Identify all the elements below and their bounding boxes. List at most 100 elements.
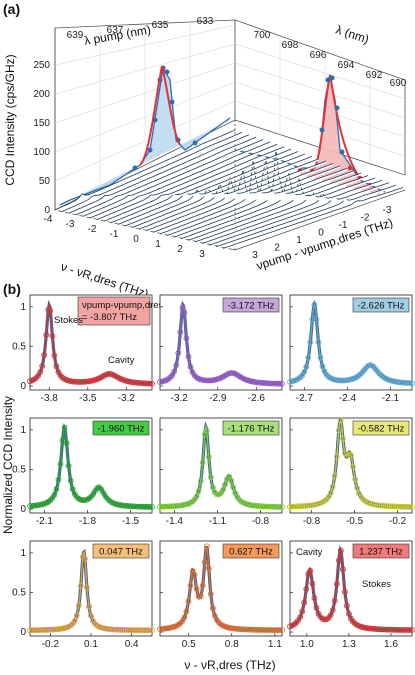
label-box-text: 1.237 THz: [359, 547, 403, 558]
pump-projection-fit: [139, 65, 181, 166]
waterfall-fill: [83, 139, 263, 219]
z-tick: 150: [33, 118, 50, 129]
data-point: [71, 617, 78, 624]
data-point: [181, 614, 188, 621]
pump-wavelength-tick: 639: [67, 30, 84, 41]
waterfall-fill: [223, 187, 403, 251]
waterfall-line: [89, 141, 271, 219]
fit-curve: [30, 550, 152, 631]
waterfall-line: [117, 151, 299, 225]
cavity-annotation: Cavity: [108, 355, 135, 366]
data-point: [69, 620, 76, 627]
label-box-line1: νpump-νpump,dres: [82, 300, 164, 311]
y-tick-label: 0.5: [12, 341, 26, 352]
x-tick-label: -0.5: [346, 516, 364, 527]
waterfall-fill: [216, 185, 396, 249]
subplot: -2.7 -2.4 -2.1 -2.626 THz: [287, 294, 415, 404]
label-box-text: 0.627 THz: [229, 547, 273, 558]
panel-a-tag: (a): [3, 1, 20, 17]
subplot: 0 0.5 1 -2.1 -1.8 -1.5 -1.960 THz: [12, 417, 155, 527]
waterfall-line: [201, 179, 383, 244]
x-tick-label: -2.9: [209, 393, 227, 404]
x-tick: -4: [44, 214, 53, 225]
waterfall-fill: [146, 161, 326, 233]
x-ticks: -4 -3 -2 -1 0 1 2 3: [44, 214, 206, 260]
data-point: [230, 484, 237, 491]
data-point: [297, 614, 304, 620]
x-tick-label: -2.6: [248, 393, 266, 404]
pump-wavelength-tick: 633: [197, 16, 214, 27]
x-tick-label: -2.1: [382, 393, 400, 404]
panel-b: (b) Normalized CCD Intensity ν - νR,dres…: [1, 281, 415, 672]
data-point: [195, 488, 202, 494]
waterfall-fill: [125, 153, 305, 228]
x-tick-label: 0.8: [225, 639, 239, 650]
z-tick: 200: [33, 89, 50, 100]
y-tick-label: 0.5: [12, 587, 26, 598]
data-point: [321, 368, 328, 375]
y-tick: -2: [361, 213, 370, 224]
data-point: [376, 370, 383, 377]
data-point: [92, 488, 98, 495]
waterfall-line: [131, 155, 313, 228]
waterfall-line: [68, 134, 250, 214]
data-point: [53, 486, 60, 493]
pump-wavelength-tick: 637: [107, 25, 124, 36]
x-tick: -1: [110, 229, 119, 240]
label-box: [352, 297, 410, 313]
x-tick-label: 1.0: [300, 639, 314, 650]
z-tick: 250: [33, 60, 50, 71]
x-tick: 2: [177, 244, 183, 255]
waterfall-fill: [55, 129, 235, 212]
y-tick-label: 0.5: [12, 464, 26, 475]
data-point: [218, 490, 224, 497]
waterfall-fill: [195, 177, 375, 244]
data-point: [346, 611, 352, 617]
label-box-text: -1.176 THz: [228, 424, 275, 435]
waterfall-fill: [167, 158, 347, 238]
x-tick-label: -1.5: [122, 516, 140, 527]
data-point: [236, 496, 243, 503]
x-tick-label: -0.8: [252, 516, 270, 527]
cavity-annotation: Cavity: [296, 547, 323, 558]
data-point: [67, 622, 74, 629]
subplot-grid: 0 0.5 1 -3.8 -3.5 -3.2 νpump-νpump,dres= -3.80…: [12, 294, 415, 650]
x-tick-label: 0.1: [84, 639, 98, 650]
subplot: -0.8 -0.5 -0.2 -0.582 THz: [287, 416, 415, 527]
fit-curve: [29, 302, 152, 385]
data-point: [220, 486, 226, 493]
waterfall-fill: [62, 132, 242, 214]
data-point: [216, 619, 222, 626]
subplot: 1.0 1.3 1.6 1.237 THz Cavity Stokes: [287, 540, 415, 650]
data-point: [222, 481, 229, 488]
data-point: [37, 369, 44, 376]
y-tick: -3: [383, 205, 392, 216]
signal-wavelength-tick: 694: [338, 60, 355, 71]
fit-curve: [160, 424, 282, 508]
data-point: [327, 489, 334, 496]
fit-curve: [159, 546, 282, 631]
label-box-text: -0.582 THz: [358, 424, 405, 435]
data-point: [299, 608, 306, 615]
y-tick-label: 0: [20, 504, 26, 515]
data-point: [317, 614, 324, 620]
waterfall-line: [138, 158, 320, 230]
signal-wavelength-tick: 690: [390, 78, 407, 89]
x-tick: -3: [66, 219, 75, 230]
x-tick-label: -1.1: [209, 516, 227, 527]
data-point: [348, 615, 354, 622]
data-point: [311, 301, 318, 308]
waterfall-line: [110, 148, 292, 224]
x-tick-label: -0.2: [389, 516, 407, 527]
y-tick-label: 1: [20, 425, 26, 436]
waterfall-fill: [104, 146, 284, 224]
x-tick: 1: [155, 239, 161, 250]
x-tick-label: -2.7: [296, 393, 314, 404]
x-tick-label: 1.3: [342, 639, 356, 650]
x-tick-label: -1.4: [166, 516, 184, 527]
waterfall-fill: [132, 156, 312, 230]
label-box: [222, 420, 280, 436]
subplot: 0 0.5 1 -3.8 -3.5 -3.2 νpump-νpump,dres= -3.80…: [12, 294, 164, 404]
data-point: [329, 607, 336, 613]
